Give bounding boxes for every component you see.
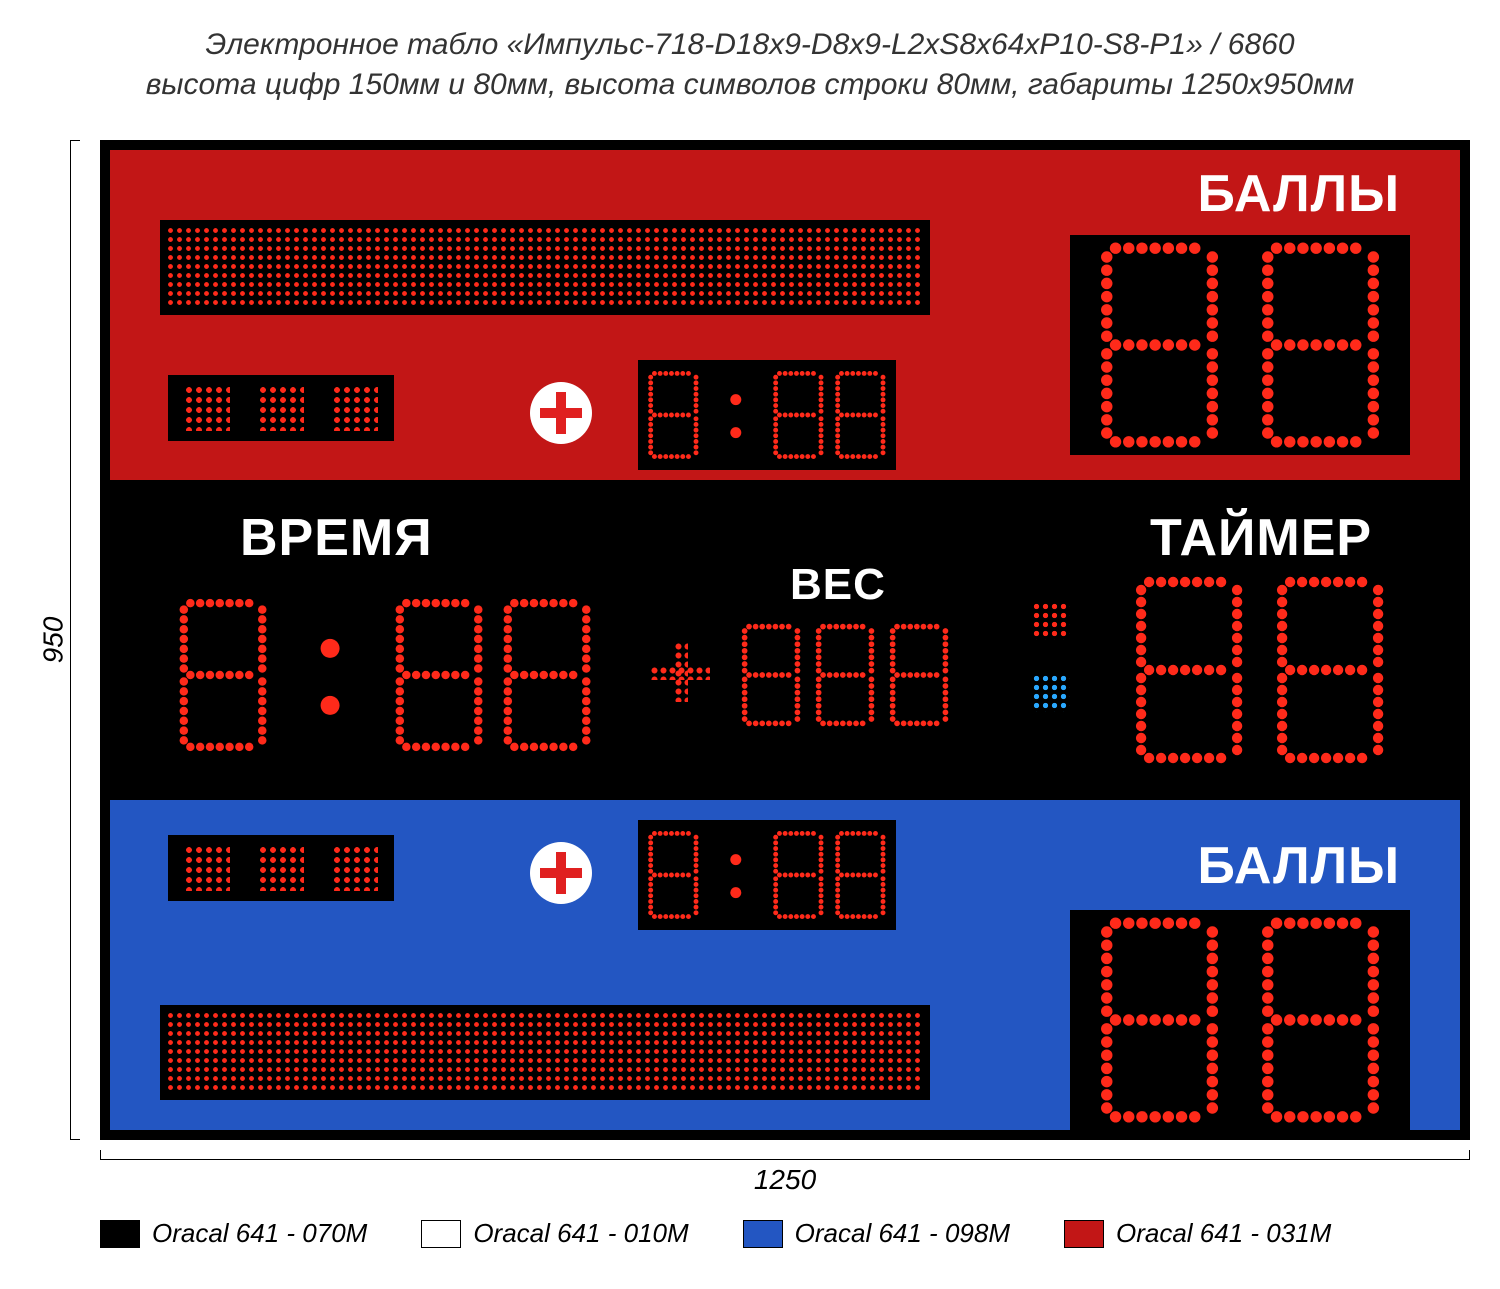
header-line2: высота цифр 150мм и 80мм, высота символо… (0, 68, 1500, 102)
legend-item: Oracal 641 - 070M (100, 1218, 367, 1249)
label-timer: ТАЙМЕР (1150, 508, 1372, 568)
scoreboard: БАЛЛЫ ВРЕМЯ ВЕС ТАЙМЕР БАЛЛЫ (100, 140, 1470, 1140)
legend-label: Oracal 641 - 010M (473, 1218, 688, 1249)
indicator-group-top (168, 375, 394, 441)
medical-cross-icon-top (530, 382, 592, 444)
indicator-mini-red (1028, 598, 1074, 644)
legend-item: Oracal 641 - 098M (743, 1218, 1010, 1249)
label-time: ВРЕМЯ (240, 508, 433, 568)
label-score-bottom: БАЛЛЫ (1198, 836, 1400, 896)
header-line1: Электронное табло «Импульс-718-D18x9-D8x… (0, 28, 1500, 62)
legend-item: Oracal 641 - 010M (421, 1218, 688, 1249)
dimension-vertical: 950 (40, 140, 80, 1140)
timer-display (1110, 570, 1410, 770)
dimension-height-label: 950 (37, 617, 69, 664)
medical-cross-icon-bottom (530, 842, 592, 904)
text-strip-top (160, 220, 930, 315)
indicator-group-bottom (168, 835, 394, 901)
legend-item: Oracal 641 - 031M (1064, 1218, 1331, 1249)
clock-display-bottom (638, 820, 896, 930)
label-score-top: БАЛЛЫ (1198, 164, 1400, 224)
legend-label: Oracal 641 - 031M (1116, 1218, 1331, 1249)
label-weight: ВЕС (790, 560, 886, 610)
dimension-width-label: 1250 (746, 1164, 824, 1196)
score-display-top (1070, 235, 1410, 455)
text-strip-bottom (160, 1005, 930, 1100)
clock-display-top (638, 360, 896, 470)
time-display (160, 580, 610, 770)
header: Электронное табло «Импульс-718-D18x9-D8x… (0, 0, 1500, 102)
indicator-mini-blue (1028, 670, 1074, 716)
color-legend: Oracal 641 - 070M Oracal 641 - 010M Oracal… (100, 1218, 1470, 1249)
dimension-horizontal: 1250 (100, 1150, 1470, 1200)
weight-display (730, 620, 960, 730)
legend-label: Oracal 641 - 070M (152, 1218, 367, 1249)
plus-icon (650, 642, 710, 702)
legend-label: Oracal 641 - 098M (795, 1218, 1010, 1249)
score-display-bottom (1070, 910, 1410, 1130)
